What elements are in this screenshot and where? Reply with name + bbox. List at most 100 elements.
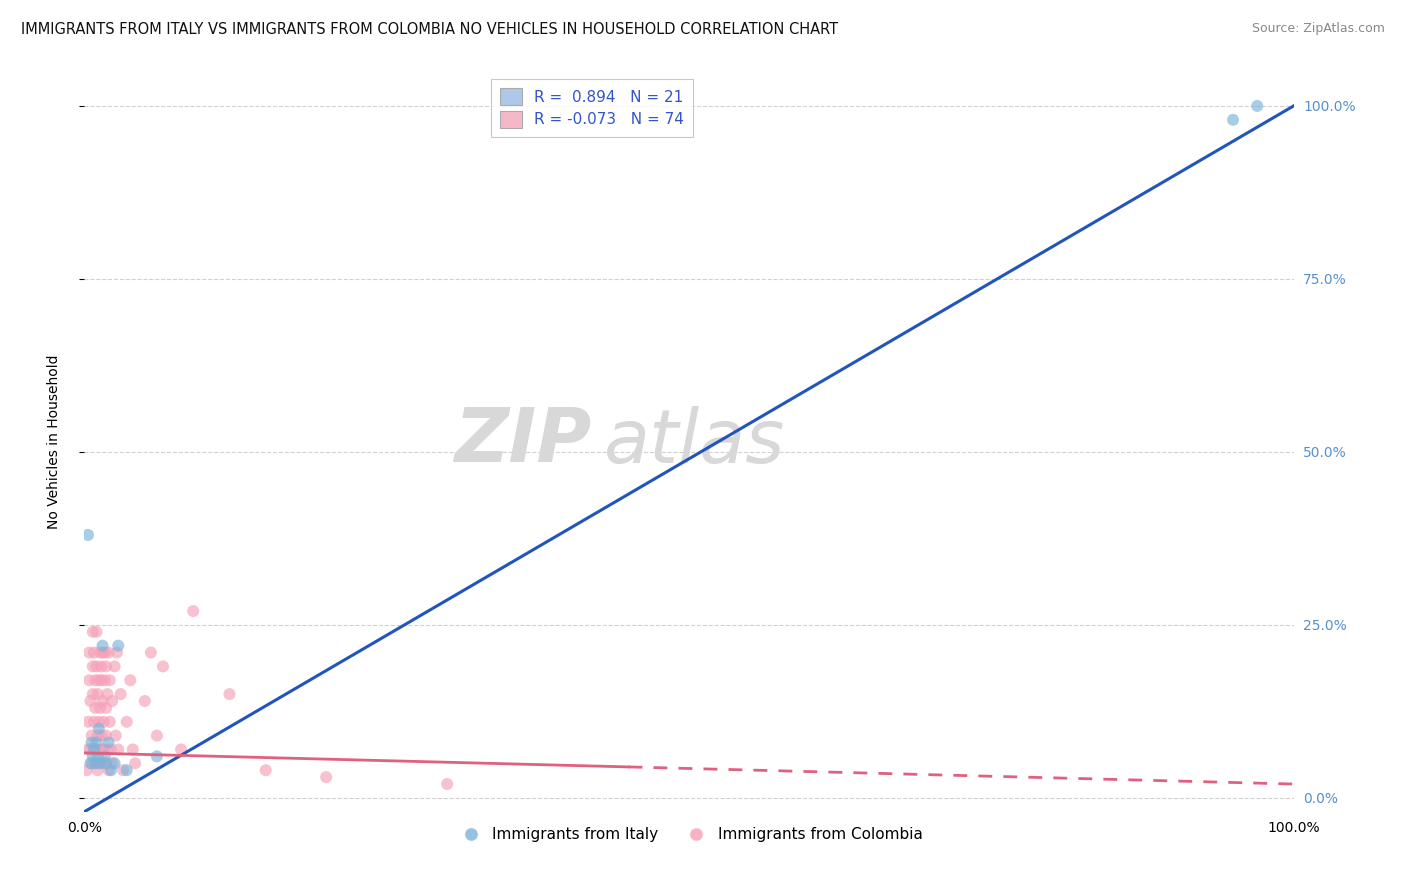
Point [89,646,111,660]
Point [86,735,108,749]
Point [98,673,121,688]
Point [84,701,107,715]
Point [77,673,100,688]
Point [90,673,112,688]
Point [107,742,129,756]
Point [96,687,118,701]
Text: IMMIGRANTS FROM ITALY VS IMMIGRANTS FROM COLOMBIA NO VEHICLES IN HOUSEHOLD CORRE: IMMIGRANTS FROM ITALY VS IMMIGRANTS FROM… [21,22,838,37]
Point [94,701,117,715]
Point [94,756,117,771]
Point [79,694,101,708]
Point [86,624,108,639]
Point [100,742,122,756]
Point [87,673,110,688]
Point [90,729,112,743]
Point [436,777,458,791]
Point [93,714,115,729]
Point [101,694,124,708]
Point [84,756,107,771]
Point [94,646,117,660]
Point [1222,112,1244,127]
Point [80,735,103,749]
Point [115,763,138,777]
Point [86,742,108,756]
Point [77,646,100,660]
Legend: Immigrants from Italy, Immigrants from Colombia: Immigrants from Italy, Immigrants from C… [449,822,929,848]
Point [110,687,132,701]
Point [87,722,110,736]
Point [84,756,107,771]
Point [254,763,277,777]
Point [91,694,114,708]
Point [86,687,108,701]
Point [97,763,120,777]
Point [86,659,108,673]
Point [104,729,127,743]
Point [98,714,121,729]
Text: Source: ZipAtlas.com: Source: ZipAtlas.com [1251,22,1385,36]
Point [120,673,142,688]
Point [80,756,103,771]
Point [181,604,204,618]
Point [89,756,111,771]
Point [83,646,105,660]
Point [90,659,112,673]
Point [94,673,117,688]
Point [152,659,174,673]
Point [82,687,104,701]
Point [1246,99,1268,113]
Point [121,742,143,756]
Point [91,742,114,756]
Point [76,763,98,777]
Point [146,749,169,764]
Point [77,528,100,542]
Point [84,673,107,688]
Point [87,714,110,729]
Point [91,639,114,653]
Point [83,714,105,729]
Point [87,742,110,756]
Point [104,659,127,673]
Point [82,749,104,764]
Point [93,742,115,756]
Point [89,701,111,715]
Point [89,756,111,771]
Point [83,742,105,756]
Point [82,659,104,673]
Point [94,756,117,771]
Point [112,763,135,777]
Point [105,646,128,660]
Point [86,763,108,777]
Point [94,749,117,764]
Y-axis label: No Vehicles in Household: No Vehicles in Household [46,354,60,529]
Point [134,694,156,708]
Point [86,749,108,764]
Text: ZIP: ZIP [456,405,592,478]
Point [96,742,118,756]
Point [80,729,103,743]
Point [79,742,101,756]
Point [97,735,120,749]
Point [86,729,108,743]
Point [77,714,100,729]
Point [97,646,120,660]
Point [83,742,105,756]
Point [139,646,162,660]
Point [115,714,138,729]
Point [146,729,169,743]
Text: atlas: atlas [605,406,786,477]
Point [82,624,104,639]
Point [93,756,115,771]
Point [100,763,122,777]
Point [77,742,100,756]
Point [91,646,114,660]
Point [94,729,117,743]
Point [170,742,193,756]
Point [104,756,127,771]
Point [79,756,101,771]
Point [94,659,117,673]
Point [315,770,337,784]
Point [101,756,124,771]
Point [107,639,129,653]
Point [218,687,240,701]
